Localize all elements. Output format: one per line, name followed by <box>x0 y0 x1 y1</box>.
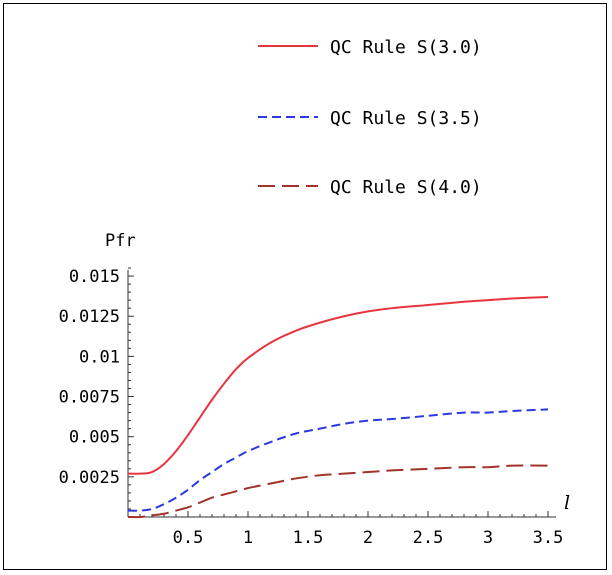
x-axis-label: l <box>564 492 570 514</box>
x-tick-label-5: 3 <box>483 528 493 548</box>
x-tick-label-1: 1 <box>243 528 253 548</box>
x-tick-label-3: 2 <box>363 528 373 548</box>
series-layer <box>127 295 549 519</box>
legend-label-1: QC Rule S(3.0) <box>330 37 482 58</box>
y-tick-label-3: 0.01 <box>79 347 120 367</box>
x-tick-label-4: 2.5 <box>413 528 444 548</box>
x-tick-label-2: 1.5 <box>293 528 324 548</box>
y-tick-label-0: 0.0025 <box>59 468 120 488</box>
x-tick-label-6: 3.5 <box>533 528 564 548</box>
series-line-3 <box>127 464 549 519</box>
series-line-2 <box>127 408 549 512</box>
axes: 0.5 1 1.5 2 2.5 3 3.5 0.0025 0.005 0.0075 0.01 0.01… <box>59 231 571 548</box>
legend: QC Rule S(3.0) QC Rule S(3.5) QC Rule S(4.… <box>258 37 482 198</box>
y-tick-label-1: 0.005 <box>69 428 120 448</box>
y-tick-label-2: 0.0075 <box>59 388 120 408</box>
legend-label-3: QC Rule S(4.0) <box>330 177 482 198</box>
chart-frame <box>3 3 607 570</box>
x-tick-label-0: 0.5 <box>173 528 204 548</box>
y-tick-label-4: 0.0125 <box>59 307 120 327</box>
legend-label-2: QC Rule S(3.5) <box>330 108 482 129</box>
y-axis-label: Pfr <box>105 231 136 251</box>
y-tick-label-5: 0.015 <box>69 267 120 287</box>
series-line-1 <box>127 295 549 475</box>
